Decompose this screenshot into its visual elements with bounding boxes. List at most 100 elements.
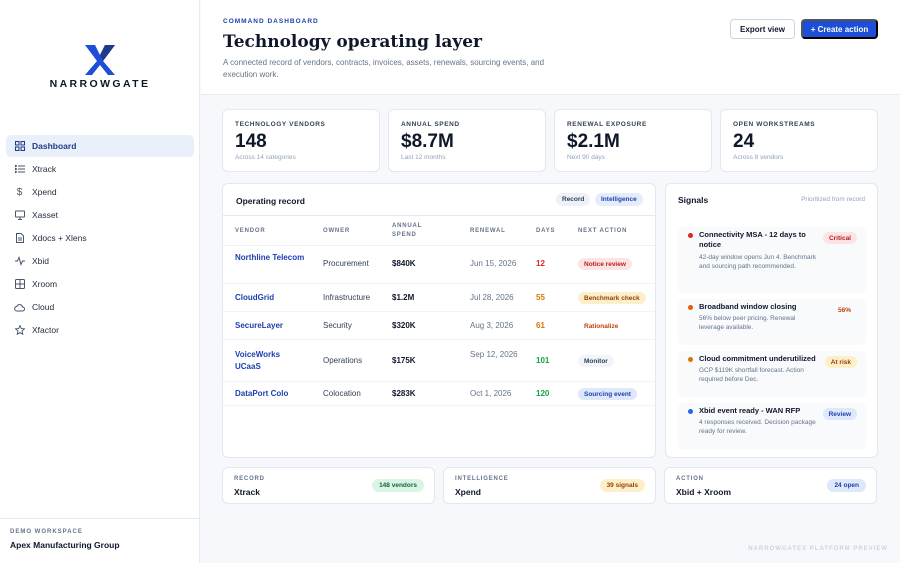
- table-row[interactable]: VoiceWorks UCaaS Operations $175K Sep 12, 2…: [223, 340, 655, 382]
- column-header-renewal: RENEWAL: [470, 228, 506, 234]
- signal-body: 56% below peer pricing. Renewal leverage…: [699, 315, 796, 331]
- star-icon: [14, 325, 25, 336]
- vendor-link[interactable]: Northline Telecom: [235, 253, 305, 262]
- renewal-cell: Aug 3, 2026: [470, 321, 514, 330]
- module-card-action[interactable]: ACTION Xbid + Xroom 24 open: [664, 467, 877, 504]
- table-row[interactable]: DataPort Colo Colocation $283K Oct 1, 2026 1…: [223, 382, 655, 406]
- renewal-cell: Sep 12, 2026: [470, 350, 518, 359]
- brand-name: NARROWGATE: [49, 78, 151, 90]
- signal-title: Cloud commitment underutilized: [699, 354, 816, 363]
- owner-cell: Infrastructure: [323, 293, 371, 302]
- pulse-icon: [14, 256, 25, 267]
- signal-title: Broadband window closing: [699, 302, 797, 311]
- vendor-link[interactable]: CloudGrid: [235, 293, 275, 302]
- stat-label: RENEWAL EXPOSURE: [567, 121, 647, 128]
- stat-label: TECHNOLOGY VENDORS: [235, 121, 326, 128]
- module-label: RECORD: [234, 476, 265, 482]
- sidebar-item-label: Xasset: [32, 210, 58, 220]
- column-header-vendor: VENDOR: [235, 228, 266, 234]
- sidebar-item-dashboard[interactable]: Dashboard: [6, 135, 194, 157]
- vendor-link[interactable]: DataPort Colo: [235, 389, 289, 398]
- signal-body: 42-day window opens Jun 4. Benchmark and…: [699, 254, 817, 270]
- operating-record-panel: Operating record Record Intelligence VEN…: [222, 183, 656, 458]
- days-cell: 12: [536, 259, 545, 268]
- next-action-badge[interactable]: Sourcing event: [578, 388, 637, 400]
- panel-title: Signals: [678, 195, 709, 205]
- stat-value: 148: [235, 131, 267, 152]
- stat-value: 24: [733, 131, 755, 152]
- vendor-link[interactable]: SecureLayer: [235, 321, 284, 330]
- signal-item[interactable]: Xbid event ready - WAN RFP 4 responses re…: [678, 403, 866, 449]
- owner-cell: Operations: [323, 356, 363, 365]
- module-name: Xtrack: [234, 487, 260, 497]
- spend-cell: $320K: [392, 321, 416, 330]
- page-header: COMMAND DASHBOARD Technology operating l…: [201, 0, 900, 95]
- severity-dot-icon: [688, 357, 693, 362]
- sidebar-item-cloud[interactable]: Cloud: [6, 296, 194, 318]
- stat-subtext: Last 12 months: [401, 154, 446, 161]
- sidebar-item-xpend[interactable]: $ Xpend: [6, 181, 194, 203]
- sidebar: NARROWGATE Dashboard Xtrack $ Xpend Xass…: [0, 0, 200, 563]
- next-action-badge[interactable]: Notice review: [578, 258, 632, 270]
- sidebar-item-label: Xpend: [32, 187, 57, 197]
- sidebar-item-label: Xroom: [32, 279, 58, 289]
- table-row[interactable]: CloudGrid Infrastructure $1.2M Jul 28, 2026…: [223, 284, 655, 312]
- table-row[interactable]: Northline Telecom Procurement $840K Jun 15,…: [223, 244, 655, 284]
- renewal-cell: Jun 15, 2026: [470, 259, 517, 268]
- signal-badge: Critical: [822, 232, 857, 244]
- days-cell: 61: [536, 321, 545, 330]
- days-cell: 120: [536, 389, 550, 398]
- tab-record[interactable]: Record: [556, 193, 591, 206]
- create-action-button[interactable]: + Create action: [801, 19, 878, 39]
- owner-cell: Colocation: [323, 389, 361, 398]
- table-row[interactable]: SecureLayer Security $320K Aug 3, 2026 61 Rat…: [223, 312, 655, 340]
- page-eyebrow: COMMAND DASHBOARD: [223, 18, 319, 25]
- panel-meta: Prioritized from record: [801, 196, 865, 203]
- renewal-cell: Jul 28, 2026: [470, 293, 514, 302]
- signals-panel: Signals Prioritized from record Connecti…: [665, 183, 878, 458]
- sidebar-item-xfactor[interactable]: Xfactor: [6, 319, 194, 341]
- signal-item[interactable]: Broadband window closing 56% below peer p…: [678, 299, 866, 345]
- monitor-icon: [14, 210, 25, 221]
- stat-card-vendors: TECHNOLOGY VENDORS 148 Across 14 categor…: [222, 109, 380, 172]
- cloud-icon: [14, 302, 25, 313]
- signal-badge: 56%: [831, 304, 857, 316]
- sidebar-item-label: Cloud: [32, 302, 55, 312]
- column-header-next-action: NEXT ACTION: [578, 228, 628, 234]
- sidebar-item-xbid[interactable]: Xbid: [6, 250, 194, 272]
- next-action-badge[interactable]: Rationalize: [578, 320, 625, 332]
- page-title: Technology operating layer: [223, 32, 483, 52]
- next-action-badge[interactable]: Benchmark check: [578, 292, 646, 304]
- export-view-button[interactable]: Export view: [730, 19, 795, 39]
- module-card-intelligence[interactable]: INTELLIGENCE Xpend 39 signals: [443, 467, 656, 504]
- sidebar-item-xroom[interactable]: Xroom: [6, 273, 194, 295]
- stat-value: $8.7M: [401, 131, 454, 152]
- stat-card-spend: ANNUAL SPEND $8.7M Last 12 months: [388, 109, 546, 172]
- signal-item[interactable]: Connectivity MSA - 12 days to notice 42-d…: [678, 227, 866, 293]
- brand-logo[interactable]: NARROWGATE: [0, 44, 200, 90]
- sidebar-item-xdocs-xlens[interactable]: Xdocs + Xlens: [6, 227, 194, 249]
- list-icon: [14, 164, 25, 175]
- module-label: ACTION: [676, 476, 704, 482]
- panel-title: Operating record: [236, 196, 305, 206]
- sidebar-item-xtrack[interactable]: Xtrack: [6, 158, 194, 180]
- workspace-label: DEMO WORKSPACE: [10, 529, 83, 535]
- signal-title: Xbid event ready - WAN RFP: [699, 406, 801, 415]
- grid-icon: [14, 141, 25, 152]
- days-cell: 55: [536, 293, 545, 302]
- sidebar-item-label: Xtrack: [32, 164, 57, 174]
- module-card-record[interactable]: RECORD Xtrack 148 vendors: [222, 467, 435, 504]
- owner-cell: Security: [323, 321, 352, 330]
- next-action-badge[interactable]: Monitor: [578, 355, 614, 367]
- dollar-icon: $: [16, 186, 23, 198]
- vendor-link[interactable]: VoiceWorks UCaaS: [235, 350, 281, 371]
- sidebar-item-xasset[interactable]: Xasset: [6, 204, 194, 226]
- signal-item[interactable]: Cloud commitment underutilized GCP $119K …: [678, 351, 866, 397]
- table-header: VENDOR OWNER ANNUAL SPEND RENEWAL DAYS N…: [223, 216, 655, 246]
- column-header-days: DAYS: [536, 228, 556, 234]
- spend-cell: $1.2M: [392, 293, 415, 302]
- signal-body: GCP $119K shortfall forecast. Action req…: [699, 367, 804, 383]
- spend-cell: $283K: [392, 389, 416, 398]
- workspace-switcher[interactable]: DEMO WORKSPACE Apex Manufacturing Group: [0, 518, 200, 563]
- tab-intelligence[interactable]: Intelligence: [595, 193, 643, 206]
